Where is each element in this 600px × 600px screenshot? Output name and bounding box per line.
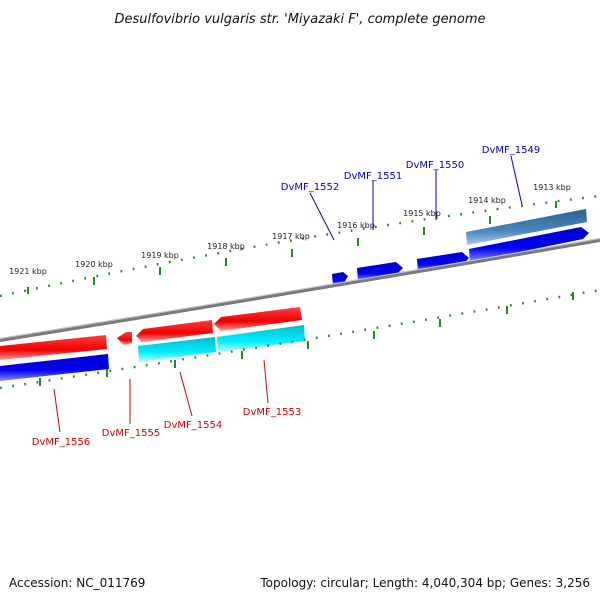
gene-label-dvmf-1549[interactable]: DvMF_1549 <box>482 145 540 156</box>
gene-dvmf-1549[interactable] <box>469 227 589 262</box>
accession-text: Accession: NC_011769 <box>9 576 146 590</box>
scale-label-1917: 1917 kbp <box>272 232 310 241</box>
gene-dvmf-1551[interactable] <box>357 262 403 281</box>
map-title: Desulfovibrio vulgaris str. 'Miyazaki F'… <box>114 12 485 27</box>
gene-dvmf-1553[interactable] <box>214 307 302 331</box>
reverse-leader-lines <box>53 359 269 433</box>
gene-label-dvmf-1556[interactable]: DvMF_1556 <box>32 437 90 448</box>
forward-leader-lines <box>309 155 523 241</box>
gene-label-dvmf-1554[interactable]: DvMF_1554 <box>164 420 222 431</box>
cds-block-cyan-right[interactable] <box>217 325 305 352</box>
gene-dvmf-1555[interactable] <box>117 332 132 345</box>
gene-label-dvmf-1552[interactable]: DvMF_1552 <box>281 182 339 193</box>
gene-label-dvmf-1553[interactable]: DvMF_1553 <box>243 407 301 418</box>
scale-label-1914: 1914 kbp <box>468 196 506 205</box>
gene-label-dvmf-1551[interactable]: DvMF_1551 <box>344 171 402 182</box>
scale-label-1916: 1916 kbp <box>337 221 375 230</box>
gene-dvmf-1550[interactable] <box>417 252 469 272</box>
gene-dvmf-1556[interactable] <box>0 335 107 360</box>
scale-label-1920: 1920 kbp <box>75 260 113 269</box>
scale-label-1921: 1921 kbp <box>9 267 47 276</box>
cds-block-blue[interactable] <box>0 354 109 381</box>
genome-summary-text: Topology: circular; Length: 4,040,304 bp… <box>260 576 590 590</box>
gene-label-dvmf-1555[interactable]: DvMF_1555 <box>102 428 160 439</box>
scale-label-1918: 1918 kbp <box>207 242 245 251</box>
genome-backbone-highlight <box>0 238 600 339</box>
scale-label-1913: 1913 kbp <box>533 183 571 192</box>
scale-label-1915: 1915 kbp <box>403 209 441 218</box>
cds-block-cyan-left[interactable] <box>138 337 216 362</box>
gene-dvmf-1554[interactable] <box>136 320 213 342</box>
scale-label-1919: 1919 kbp <box>141 251 179 260</box>
inner-scale-major-ticks <box>39 292 574 386</box>
genome-backbone <box>0 238 600 342</box>
outer-scale-major-ticks <box>27 201 557 294</box>
cds-block-steel[interactable] <box>466 209 587 245</box>
gene-label-dvmf-1550[interactable]: DvMF_1550 <box>406 160 464 171</box>
